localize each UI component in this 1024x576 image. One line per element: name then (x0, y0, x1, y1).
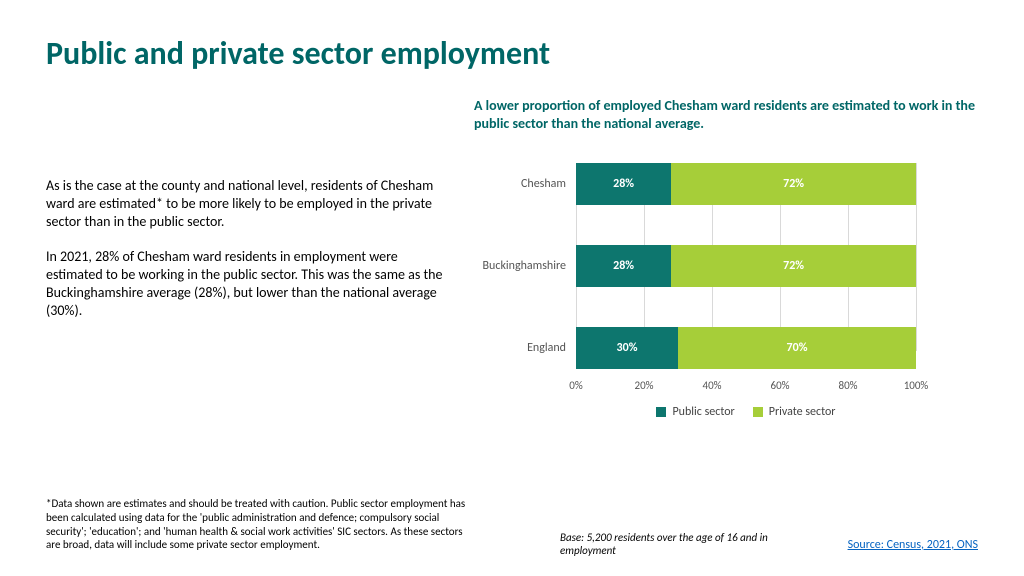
axis-tick: 100% (904, 379, 929, 392)
bar-segment: 30% (576, 327, 678, 369)
source-link[interactable]: Source: Census, 2021, ONS (848, 538, 978, 552)
page-title: Public and private sector employment (46, 34, 978, 73)
axis-tick: 60% (770, 379, 789, 392)
axis-tick: 80% (838, 379, 857, 392)
axis-tick: 0% (569, 379, 582, 392)
paragraph-2: In 2021, 28% of Chesham ward residents i… (46, 248, 446, 321)
bar-segment: 72% (671, 163, 916, 205)
category-label: Chesham (521, 177, 566, 191)
category-label: England (527, 341, 566, 355)
stacked-bar-chart: Chesham 28%72% Buckinghamshire 28%72% Englan… (484, 163, 924, 419)
chart-subtitle: A lower proportion of employed Chesham w… (474, 97, 978, 133)
bar-segment: 72% (671, 245, 916, 287)
body-text: As is the case at the county and nationa… (46, 97, 446, 419)
footnote: *Data shown are estimates and should be … (46, 497, 476, 552)
legend-label: Private sector (769, 405, 836, 419)
paragraph-1: As is the case at the county and nationa… (46, 177, 446, 232)
bar-segment: 28% (576, 163, 671, 205)
axis-tick: 40% (702, 379, 721, 392)
legend-item: Private sector (753, 405, 836, 419)
legend-label: Public sector (672, 405, 734, 419)
axis-tick: 20% (634, 379, 653, 392)
bar-segment: 70% (678, 327, 916, 369)
legend-item: Public sector (656, 405, 734, 419)
category-label: Buckinghamshire (483, 259, 566, 273)
base-note: Base: 5,200 residents over the age of 16… (560, 531, 810, 559)
legend-swatch (753, 407, 763, 417)
legend-swatch (656, 407, 666, 417)
chart-legend: Public sector Private sector (576, 405, 916, 419)
bar-segment: 28% (576, 245, 671, 287)
